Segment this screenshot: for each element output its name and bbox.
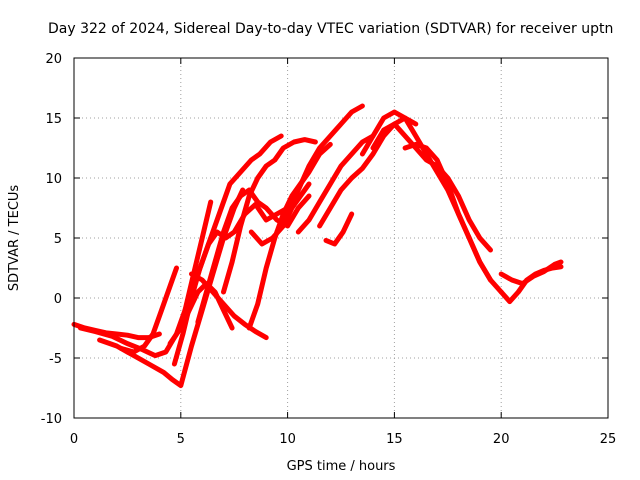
series-track-5 [167, 281, 235, 347]
x-axis-label: GPS time / hours [287, 459, 396, 474]
y-axis-label: SDTVAR / TECUs [7, 185, 22, 292]
y-tick-label: -5 [49, 352, 62, 367]
series-track-2 [77, 199, 214, 359]
y-tick-label: 5 [54, 232, 62, 247]
series-track-13 [274, 103, 365, 235]
x-tick-label: 15 [386, 432, 403, 447]
y-tick-label: 0 [54, 292, 62, 307]
y-tick-label: 20 [45, 52, 62, 67]
series-track-19 [402, 141, 493, 283]
x-tick-label: 0 [70, 432, 78, 447]
series-track-16 [323, 211, 355, 247]
data-series-group [71, 103, 564, 389]
y-tick-label: 10 [45, 172, 62, 187]
series-track-7 [189, 271, 269, 341]
series-track-11 [246, 141, 333, 331]
series-track-21 [498, 259, 564, 287]
series-track-8 [182, 133, 284, 313]
series-track-9 [195, 187, 312, 325]
grid-lines [74, 58, 608, 418]
x-tick-label: 20 [493, 432, 510, 447]
y-tick-label: -10 [41, 412, 62, 427]
x-tick-label: 5 [177, 432, 185, 447]
series-track-18 [370, 121, 493, 253]
chart-title: Day 322 of 2024, Sidereal Day-to-day VTE… [48, 21, 613, 37]
series-track-15 [317, 115, 419, 229]
series-track-10 [221, 137, 318, 295]
series-track-14 [295, 133, 376, 235]
x-tick-label: 25 [600, 432, 617, 447]
x-tick-label: 10 [279, 432, 296, 447]
y-tick-label: 15 [45, 112, 62, 127]
series-track-20 [498, 264, 564, 305]
series-track-4 [118, 265, 179, 355]
axis-ticks: 0 5 10 15 20 25 -10 -5 0 5 10 15 20 [41, 52, 617, 447]
